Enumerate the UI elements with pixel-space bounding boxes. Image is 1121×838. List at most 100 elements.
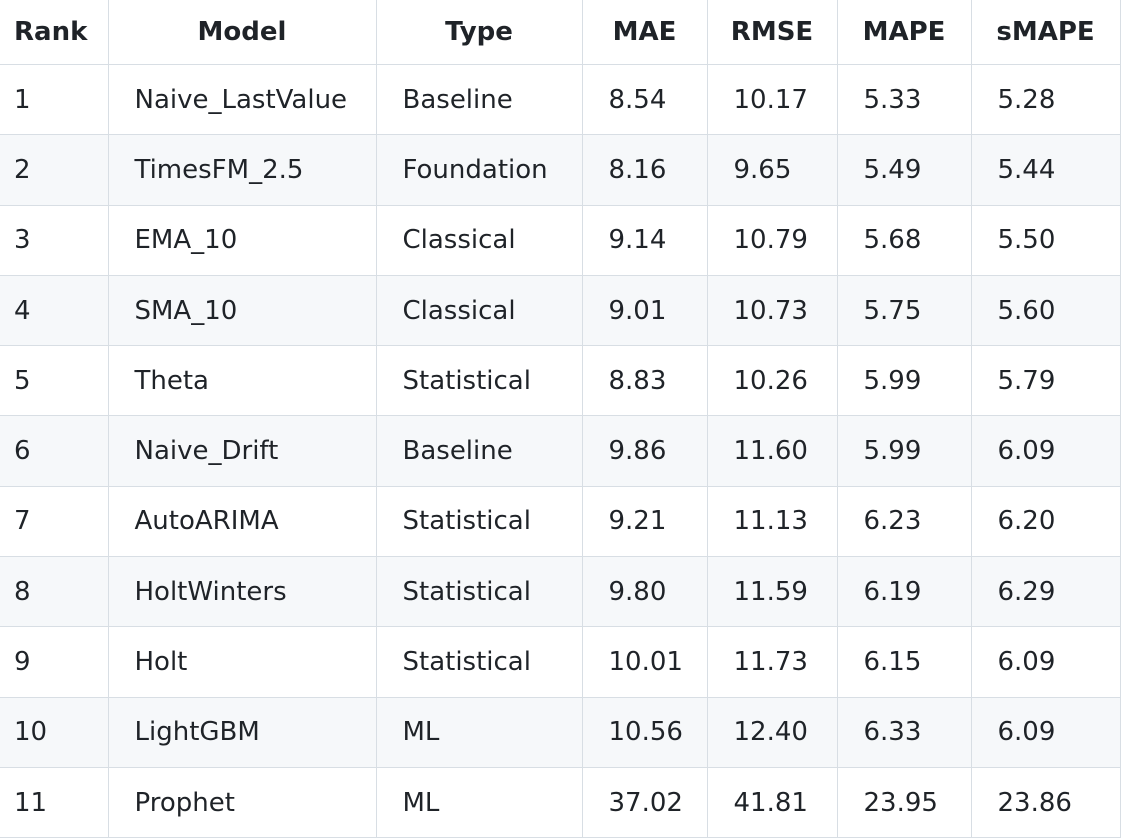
table-cell: 6.09 [970,696,1121,768]
table-cell: 6.20 [970,485,1121,558]
table-cell: Statistical [375,556,583,628]
table-cell: 5.44 [970,134,1121,206]
table-cell: 10.79 [706,204,838,276]
table-cell: 2 [0,134,109,206]
table-cell: Classical [375,204,583,276]
table-cell: 10.73 [706,274,838,347]
table-cell: Baseline [375,63,583,136]
table-cell: 9 [0,626,109,698]
table-cell: 10.17 [706,63,838,136]
header-cell: RMSE [706,0,838,65]
table-row: 1 Naive_LastValue Baseline 8.54 10.17 5.33 5.2… [0,63,1121,136]
table-cell: 6.23 [836,485,972,558]
table-cell: 8.83 [581,345,708,417]
table-cell: 8 [0,556,109,628]
table-cell: Foundation [375,134,583,206]
table-cell: HoltWinters [107,556,377,628]
table-row: 11 Prophet ML 37.02 41.81 23.95 23.86 [0,766,1121,838]
header-cell: MAPE [836,0,972,65]
table-cell: 11 [0,766,109,838]
table-cell: Theta [107,345,377,417]
table-cell: 9.01 [581,274,708,347]
table-cell: LightGBM [107,696,377,768]
table-cell: Classical [375,274,583,347]
table-body: 1 Naive_LastValue Baseline 8.54 10.17 5.33 5.2… [0,63,1121,838]
header-cell: Rank [0,0,109,65]
table-cell: SMA_10 [107,274,377,347]
table-cell: 5.49 [836,134,972,206]
table-cell: 10.01 [581,626,708,698]
table-cell: 5.50 [970,204,1121,276]
table-cell: 5.28 [970,63,1121,136]
header-cell: MAE [581,0,708,65]
table-cell: 3 [0,204,109,276]
table-cell: 11.59 [706,556,838,628]
table-cell: AutoARIMA [107,485,377,558]
table-cell: 5.75 [836,274,972,347]
table-cell: 6.33 [836,696,972,768]
table-cell: Statistical [375,485,583,558]
table-cell: 5.60 [970,274,1121,347]
table-cell: EMA_10 [107,204,377,276]
table-row: 8 HoltWinters Statistical 9.80 11.59 6.19 6.29 [0,556,1121,628]
table-cell: 8.54 [581,63,708,136]
table-cell: 5.79 [970,345,1121,417]
table-cell: 10.56 [581,696,708,768]
table-cell: Statistical [375,345,583,417]
table-cell: Statistical [375,626,583,698]
table-cell: 5.68 [836,204,972,276]
table-cell: 4 [0,274,109,347]
table-cell: 11.13 [706,485,838,558]
table-cell: 6.29 [970,556,1121,628]
table-row: 9 Holt Statistical 10.01 11.73 6.15 6.09 [0,626,1121,698]
table-cell: 1 [0,63,109,136]
table-row: 3 EMA_10 Classical 9.14 10.79 5.68 5.50 [0,204,1121,276]
table-cell: 10 [0,696,109,768]
table-cell: 12.40 [706,696,838,768]
table-cell: ML [375,696,583,768]
table-cell: Naive_Drift [107,415,377,487]
header-cell: sMAPE [970,0,1121,65]
table-cell: 6.09 [970,626,1121,698]
table-cell: 5.33 [836,63,972,136]
table-cell: 5 [0,345,109,417]
table-cell: 9.86 [581,415,708,487]
table-row: 4 SMA_10 Classical 9.01 10.73 5.75 5.60 [0,274,1121,347]
table-cell: 9.65 [706,134,838,206]
header-row: Rank Model Type MAE RMSE MAPE sMAPE [0,0,1121,65]
header-cell: Model [107,0,377,65]
table-cell: 23.95 [836,766,972,838]
table-cell: 9.80 [581,556,708,628]
table-cell: Baseline [375,415,583,487]
table-head: Rank Model Type MAE RMSE MAPE sMAPE [0,0,1121,65]
table-cell: Naive_LastValue [107,63,377,136]
table-row: 5 Theta Statistical 8.83 10.26 5.99 5.79 [0,345,1121,417]
table-cell: ML [375,766,583,838]
table-cell: TimesFM_2.5 [107,134,377,206]
table-row: 7 AutoARIMA Statistical 9.21 11.13 6.23 6.20 [0,485,1121,558]
table-cell: 6.09 [970,415,1121,487]
table-cell: 8.16 [581,134,708,206]
table-row: 6 Naive_Drift Baseline 9.86 11.60 5.99 6.09 [0,415,1121,487]
table-cell: 6.15 [836,626,972,698]
table-cell: 23.86 [970,766,1121,838]
table-cell: 11.73 [706,626,838,698]
table-row: 10 LightGBM ML 10.56 12.40 6.33 6.09 [0,696,1121,768]
table-cell: 6.19 [836,556,972,628]
table-cell: 5.99 [836,345,972,417]
table-cell: 5.99 [836,415,972,487]
table-cell: 41.81 [706,766,838,838]
table-cell: 9.14 [581,204,708,276]
table-row: 2 TimesFM_2.5 Foundation 8.16 9.65 5.49 5.44 [0,134,1121,206]
header-cell: Type [375,0,583,65]
table-cell: 37.02 [581,766,708,838]
table-cell: Holt [107,626,377,698]
table-cell: Prophet [107,766,377,838]
table-cell: 7 [0,485,109,558]
table-cell: 6 [0,415,109,487]
table-cell: 10.26 [706,345,838,417]
table-cell: 9.21 [581,485,708,558]
